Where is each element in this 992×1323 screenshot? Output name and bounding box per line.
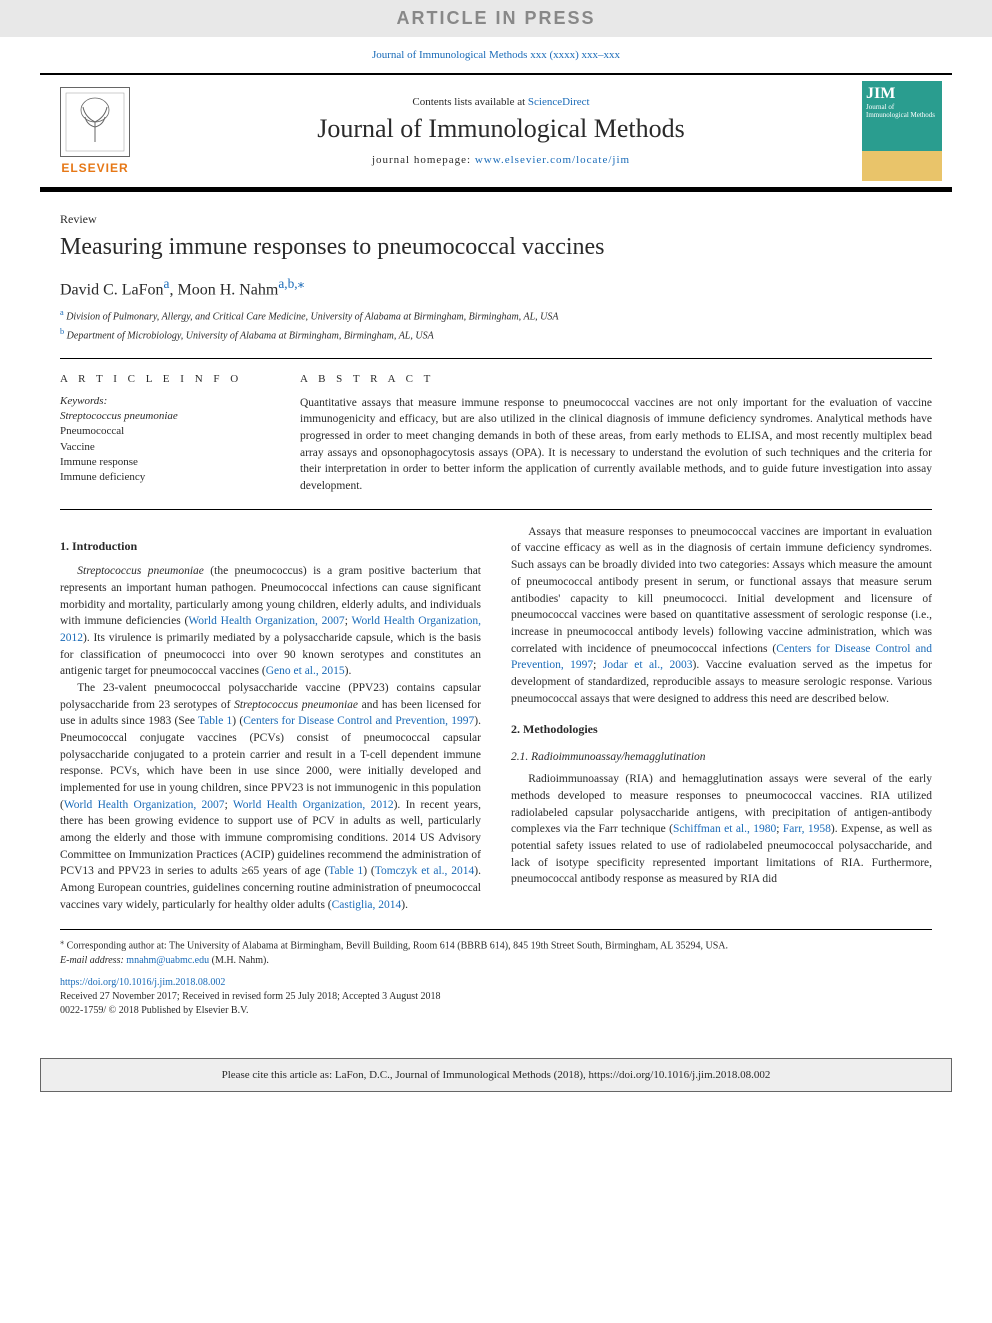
subsection-heading: 2.1. Radioimmunoassay/hemagglutination xyxy=(511,749,932,766)
citation-link[interactable]: Tomczyk et al., 2014 xyxy=(375,865,475,877)
citation-link[interactable]: Jodar et al., 2003 xyxy=(603,659,693,671)
cover-thumbnail-wrap: JIM Journal of Immunological Methods xyxy=(852,81,952,181)
citation-link[interactable]: Schiffman et al., 1980 xyxy=(673,823,776,835)
section-heading: 1. Introduction xyxy=(60,538,481,555)
header-doi-line: Journal of Immunological Methods xxx (xx… xyxy=(0,37,992,73)
footnotes: ⁎ Corresponding author at: The Universit… xyxy=(60,929,932,967)
affil-text: Department of Microbiology, University o… xyxy=(67,331,434,342)
elsevier-tree-icon xyxy=(60,87,130,157)
section-heading: 2. Methodologies xyxy=(511,721,932,738)
keyword: Vaccine xyxy=(60,440,260,455)
info-abstract-row: A R T I C L E I N F O Keywords: Streptoc… xyxy=(60,373,932,495)
affil-sup: b xyxy=(60,327,64,336)
article-in-press-banner: ARTICLE IN PRESS xyxy=(0,0,992,37)
keyword: Immune response xyxy=(60,455,260,470)
citation-link[interactable]: World Health Organization, 2007 xyxy=(188,615,344,627)
citation-link[interactable]: Centers for Disease Control and Preventi… xyxy=(243,715,474,727)
affiliation: b Department of Microbiology, University… xyxy=(60,326,932,343)
body-paragraph: Assays that measure responses to pneumoc… xyxy=(511,524,932,707)
corresponding-footnote: ⁎ Corresponding author at: The Universit… xyxy=(60,936,932,953)
citation-link[interactable]: Geno et al., 2015 xyxy=(266,665,345,677)
affil-sup: a xyxy=(60,308,64,317)
contents-prefix: Contents lists available at xyxy=(412,96,527,108)
cover-abbrev: JIM xyxy=(866,85,938,103)
abstract-text: Quantitative assays that measure immune … xyxy=(300,395,932,495)
author-affil-sup[interactable]: a xyxy=(164,276,170,291)
journal-name: Journal of Immunological Methods xyxy=(150,114,852,144)
affil-text: Division of Pulmonary, Allergy, and Crit… xyxy=(66,311,558,322)
homepage-prefix: journal homepage: xyxy=(372,154,475,166)
article-info-column: A R T I C L E I N F O Keywords: Streptoc… xyxy=(60,373,260,495)
publisher-wordmark: ELSEVIER xyxy=(61,161,128,175)
corresponding-marker[interactable]: ⁎ xyxy=(298,276,305,291)
cite-as-box: Please cite this article as: LaFon, D.C.… xyxy=(40,1058,952,1092)
keyword: Immune deficiency xyxy=(60,470,260,485)
article-title: Measuring immune responses to pneumococc… xyxy=(60,233,932,262)
doi-link[interactable]: https://doi.org/10.1016/j.jim.2018.08.00… xyxy=(60,977,225,988)
header-doi-link[interactable]: Journal of Immunological Methods xxx (xx… xyxy=(372,49,620,61)
author-name: David C. LaFon xyxy=(60,281,164,298)
author-affil-sup[interactable]: a,b, xyxy=(278,276,297,291)
corresponding-email-link[interactable]: mnahm@uabmc.edu xyxy=(126,955,209,966)
article-info-heading: A R T I C L E I N F O xyxy=(60,373,260,385)
keyword: Streptococcus pneumoniae xyxy=(60,409,260,424)
received-dates: Received 27 November 2017; Received in r… xyxy=(60,990,932,1004)
issn-copyright-line: 0022-1759/ © 2018 Published by Elsevier … xyxy=(60,1004,932,1018)
citation-link[interactable]: World Health Organization, 2007 xyxy=(64,799,225,811)
body-two-column: 1. Introduction Streptococcus pneumoniae… xyxy=(60,524,932,914)
abstract-column: A B S T R A C T Quantitative assays that… xyxy=(300,373,932,495)
author-list: David C. LaFona, Moon H. Nahma,b,⁎ xyxy=(60,276,932,299)
table-ref-link[interactable]: Table 1 xyxy=(198,715,232,727)
sciencedirect-link[interactable]: ScienceDirect xyxy=(528,96,590,108)
affiliation: a Division of Pulmonary, Allergy, and Cr… xyxy=(60,307,932,324)
email-footnote: E-mail address: mnahm@uabmc.edu (M.H. Na… xyxy=(60,954,932,968)
divider xyxy=(60,509,932,510)
journal-cover-thumbnail: JIM Journal of Immunological Methods xyxy=(862,81,942,181)
masthead: ELSEVIER Contents lists available at Sci… xyxy=(40,73,952,192)
citation-link[interactable]: Farr, 1958 xyxy=(783,823,831,835)
cover-subtitle: Journal of Immunological Methods xyxy=(866,103,938,119)
keyword: Pneumococcal xyxy=(60,424,260,439)
author-name: Moon H. Nahm xyxy=(177,281,278,298)
journal-homepage-link[interactable]: www.elsevier.com/locate/jim xyxy=(475,154,630,166)
doi-block: https://doi.org/10.1016/j.jim.2018.08.00… xyxy=(60,976,932,1018)
article-content: Review Measuring immune responses to pne… xyxy=(0,192,992,1038)
citation-link[interactable]: World Health Organization, 2012 xyxy=(233,799,394,811)
body-paragraph: The 23-valent pneumococcal polysaccharid… xyxy=(60,680,481,913)
body-paragraph: Radioimmunoassay (RIA) and hemagglutinat… xyxy=(511,771,932,888)
table-ref-link[interactable]: Table 1 xyxy=(328,865,363,877)
keywords-heading: Keywords: xyxy=(60,395,260,407)
article-type: Review xyxy=(60,212,932,227)
publisher-logo-block: ELSEVIER xyxy=(40,87,150,175)
abstract-heading: A B S T R A C T xyxy=(300,373,932,385)
divider xyxy=(60,358,932,359)
masthead-center: Contents lists available at ScienceDirec… xyxy=(150,96,852,166)
citation-link[interactable]: Castiglia, 2014 xyxy=(332,899,402,911)
body-paragraph: Streptococcus pneumoniae (the pneumococc… xyxy=(60,563,481,680)
